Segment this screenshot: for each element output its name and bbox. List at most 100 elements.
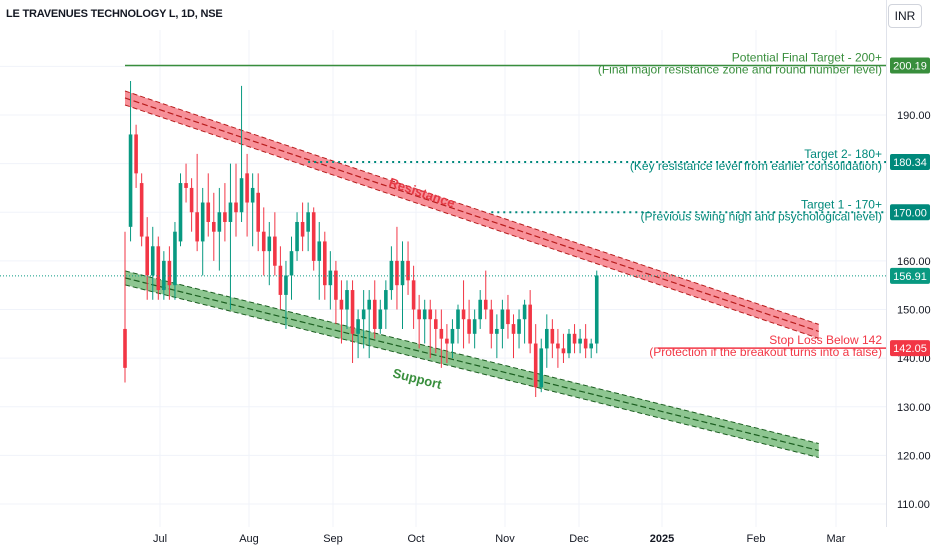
resistance-lower-edge <box>124 104 819 339</box>
candle-body <box>311 212 316 261</box>
candle-body <box>156 246 161 291</box>
candle-body <box>561 348 566 354</box>
candle-body <box>361 309 366 320</box>
price-axis: 110.00120.00130.00140.00150.00160.00190.… <box>890 57 931 511</box>
candle-body <box>467 319 471 334</box>
price-tag-bg <box>890 153 930 170</box>
candle-body <box>267 236 272 252</box>
candle-body <box>495 328 499 334</box>
candle-body <box>517 319 521 334</box>
time-tick-label: Oct <box>407 533 424 545</box>
level-subtitle-0: (Final major resistance zone and round n… <box>598 62 882 76</box>
candle-body <box>528 304 532 344</box>
level-subtitle-1: (Key resistance level from earlier conso… <box>630 159 882 173</box>
candle-body <box>134 134 138 174</box>
candle-body <box>195 212 199 242</box>
candle-body <box>300 221 305 237</box>
candle-body <box>378 309 383 329</box>
candle-body <box>223 212 227 222</box>
candlestick-series <box>123 80 599 398</box>
time-tick-label: Feb <box>747 533 766 545</box>
candle-body <box>173 231 177 286</box>
candle-body <box>406 260 410 281</box>
candle-body <box>439 328 444 339</box>
price-tag-label: 200.19 <box>893 60 927 72</box>
candle-body <box>350 290 355 334</box>
candle-body <box>356 319 360 334</box>
time-tick-label: Sep <box>323 533 343 545</box>
price-tag-bg <box>890 340 930 357</box>
time-tick-label: Jul <box>153 533 167 545</box>
price-tag-label: 156.91 <box>893 271 927 283</box>
candle-body <box>411 280 416 310</box>
candle-body <box>478 299 482 320</box>
level-title-3: Stop Loss Below 142 <box>769 333 882 347</box>
currency-selector[interactable]: INR <box>888 4 922 28</box>
candle-body <box>123 328 127 368</box>
candle-body <box>384 290 388 310</box>
candle-body <box>128 134 133 227</box>
chart-ticker-title: LE TRAVENUES TECHNOLOGY L, 1D, NSE <box>6 8 223 20</box>
candle-body <box>139 183 144 237</box>
target-levels: Potential Final Target - 200+(Final majo… <box>0 50 886 359</box>
candle-body <box>250 187 255 203</box>
candle-body <box>145 236 149 276</box>
support-label: Support <box>391 365 444 392</box>
candle-body <box>506 309 510 325</box>
candle-body <box>184 183 188 188</box>
candle-body <box>189 187 194 213</box>
candle-body <box>372 299 377 329</box>
price-tag-bg <box>890 57 930 74</box>
candle-body <box>289 251 294 276</box>
candle-body <box>167 260 172 286</box>
price-tick-label: 130.00 <box>897 402 931 414</box>
candle-body <box>450 328 455 344</box>
candle-body <box>578 338 582 344</box>
candle-body <box>217 212 222 232</box>
candle-body <box>200 202 205 242</box>
candle-body <box>434 319 438 329</box>
candle-body <box>489 309 494 334</box>
candle-body <box>334 270 338 300</box>
candle-body <box>367 299 371 310</box>
candle-body <box>228 202 233 222</box>
candle-body <box>278 265 283 295</box>
candle-body <box>456 309 460 329</box>
candle-body <box>212 221 216 232</box>
candle-body <box>511 324 516 334</box>
candle-body <box>295 221 299 252</box>
candle-body <box>306 212 310 232</box>
support-mid-line <box>124 277 819 452</box>
candle-body <box>317 241 322 261</box>
candle-body <box>206 202 211 222</box>
candle-body <box>256 192 260 232</box>
support-upper-edge <box>124 270 819 444</box>
candle-body <box>589 343 593 349</box>
candle-body <box>550 328 555 344</box>
candle-body <box>461 309 466 320</box>
price-tick-label: 190.00 <box>897 110 931 122</box>
resistance-mid-line <box>124 97 819 332</box>
time-tick-label: Mar <box>827 533 846 545</box>
candle-body <box>556 343 560 349</box>
candle-body <box>245 173 249 203</box>
candle-body <box>428 309 433 320</box>
candle-body <box>500 309 505 329</box>
price-tag-label: 180.34 <box>893 157 927 169</box>
resistance-upper-edge <box>124 90 819 325</box>
level-title-2: Target 1 - 170+ <box>801 197 882 211</box>
time-axis: Jul Aug Sep Oct Nov Dec 2025 Feb Mar <box>153 533 846 545</box>
support-lower-edge <box>124 284 819 458</box>
candle-body <box>533 343 538 388</box>
candle-body <box>284 275 288 295</box>
candle-body <box>472 319 477 334</box>
candle-body <box>445 338 449 344</box>
candle-body <box>178 183 183 242</box>
price-tag-bg <box>890 267 930 284</box>
support-band <box>125 270 819 458</box>
candle-body <box>417 309 421 320</box>
candle-body <box>422 309 427 320</box>
candle-body <box>328 270 333 286</box>
